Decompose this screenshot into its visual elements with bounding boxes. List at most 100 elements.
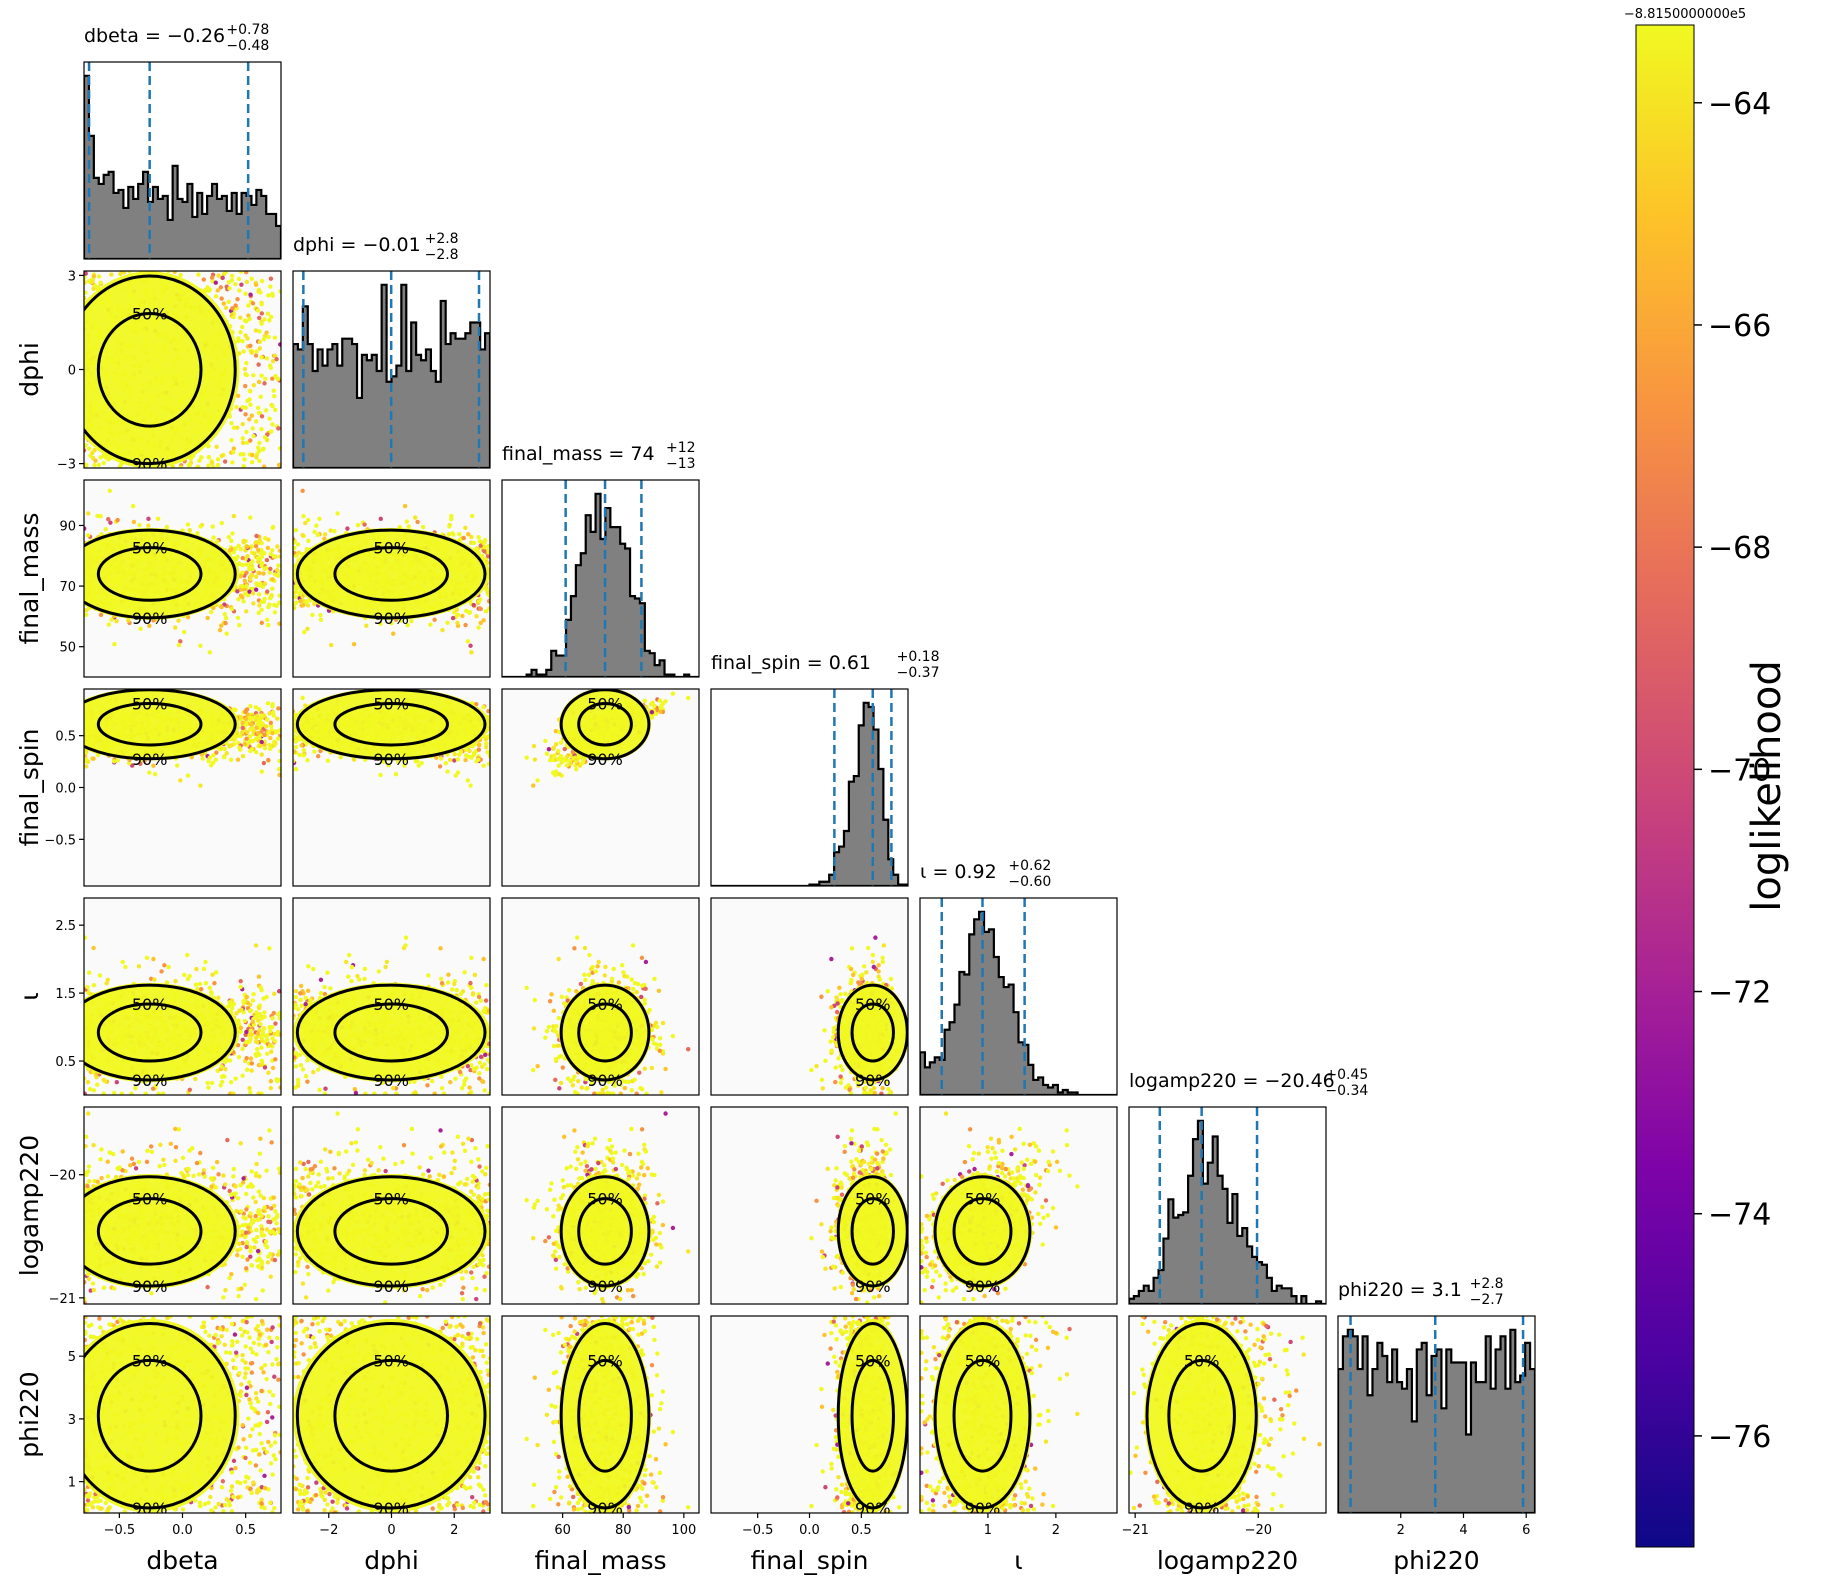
sample-point xyxy=(258,290,263,295)
sample-point xyxy=(226,280,232,285)
sample-point xyxy=(91,274,97,279)
sample-point xyxy=(428,622,433,627)
sample-point xyxy=(244,271,249,275)
sample-point xyxy=(98,612,104,618)
sample-point xyxy=(235,425,240,430)
sample-point xyxy=(294,553,299,558)
sample-point xyxy=(255,308,261,313)
sample-point xyxy=(257,571,262,576)
sample-point xyxy=(259,355,264,360)
sample-point xyxy=(255,730,261,736)
sample-point xyxy=(103,527,108,532)
contour-90 xyxy=(84,528,237,620)
sample-point xyxy=(486,761,490,767)
sample-point xyxy=(227,286,232,291)
sample-point xyxy=(257,329,262,334)
sample-point xyxy=(221,755,227,760)
contour-label-90: 90% xyxy=(373,609,409,628)
sample-point xyxy=(272,394,277,399)
sample-point xyxy=(256,592,262,597)
sample-point xyxy=(248,577,253,582)
sample-point xyxy=(243,291,248,297)
sample-point xyxy=(234,404,239,410)
title-sub-dphi: −2.8 xyxy=(425,247,459,263)
sample-point xyxy=(481,763,486,768)
sample-point xyxy=(106,516,111,522)
sample-point xyxy=(246,303,251,308)
sample-point xyxy=(275,544,280,549)
sample-point xyxy=(256,315,262,321)
sample-point xyxy=(215,462,221,468)
sample-point xyxy=(556,748,561,754)
sample-point xyxy=(455,612,461,618)
sample-point xyxy=(649,715,655,720)
panel-final_mass-vs-dphi: 50%90% xyxy=(292,479,491,678)
sample-point xyxy=(256,735,262,740)
sample-point xyxy=(245,336,250,341)
contour-label-90: 90% xyxy=(373,750,409,769)
sample-point xyxy=(229,538,234,544)
sample-point xyxy=(445,620,450,626)
sample-point xyxy=(98,513,103,519)
sample-point xyxy=(432,617,437,622)
contour-90 xyxy=(295,689,487,761)
sample-point xyxy=(318,612,323,618)
sample-point xyxy=(274,730,279,735)
sample-point xyxy=(181,629,187,635)
sample-point xyxy=(277,446,281,451)
sample-point xyxy=(164,524,170,530)
sample-point xyxy=(266,293,271,298)
sample-point xyxy=(277,548,281,553)
sample-point xyxy=(121,271,127,275)
sample-point xyxy=(257,346,263,351)
sample-point xyxy=(222,459,228,464)
sample-point xyxy=(257,458,262,464)
sample-point xyxy=(219,520,224,526)
sample-point xyxy=(255,445,261,450)
sample-point xyxy=(243,591,248,596)
sample-point xyxy=(95,513,100,519)
sample-point xyxy=(257,538,263,543)
sample-point xyxy=(293,593,296,598)
sample-point xyxy=(244,319,249,324)
sample-point xyxy=(233,303,238,308)
sample-point xyxy=(485,749,490,755)
sample-point xyxy=(245,554,250,559)
sample-point xyxy=(332,529,337,534)
sample-point xyxy=(211,535,216,540)
sample-point xyxy=(219,453,224,458)
sample-point xyxy=(478,543,483,548)
title-sub-final_mass: −13 xyxy=(666,456,696,472)
sample-point xyxy=(235,615,241,620)
sample-point xyxy=(487,734,490,739)
sample-point xyxy=(245,398,250,404)
sample-point xyxy=(261,550,267,556)
sample-point xyxy=(231,513,237,519)
scatter-final_spin-vs-dbeta: 50%90% xyxy=(84,689,281,886)
sample-point xyxy=(532,757,538,762)
sample-point xyxy=(203,288,209,293)
panel-grid: dbeta = −0.26 +0.78−0.4850%90%−303dphidph… xyxy=(15,22,1536,1575)
sample-point xyxy=(303,520,308,526)
sample-point xyxy=(175,763,180,768)
sample-point xyxy=(277,593,281,598)
scatter-dphi-vs-dbeta: 50%90% xyxy=(84,271,281,468)
sample-point xyxy=(197,458,202,463)
sample-point xyxy=(251,601,256,606)
sample-point xyxy=(244,716,249,722)
sample-point xyxy=(278,570,281,575)
sample-point xyxy=(476,747,482,752)
sample-point xyxy=(267,363,273,368)
sample-point xyxy=(236,561,242,567)
sample-point xyxy=(200,756,205,761)
sample-point xyxy=(257,339,262,345)
contour-label-50: 50% xyxy=(132,539,168,558)
panel-frame xyxy=(292,270,491,469)
scatter-final_mass-vs-dphi: 50%90% xyxy=(293,480,490,677)
sample-point xyxy=(178,465,184,468)
sample-point xyxy=(267,746,273,752)
sample-point xyxy=(273,407,278,413)
sample-point xyxy=(230,306,235,311)
